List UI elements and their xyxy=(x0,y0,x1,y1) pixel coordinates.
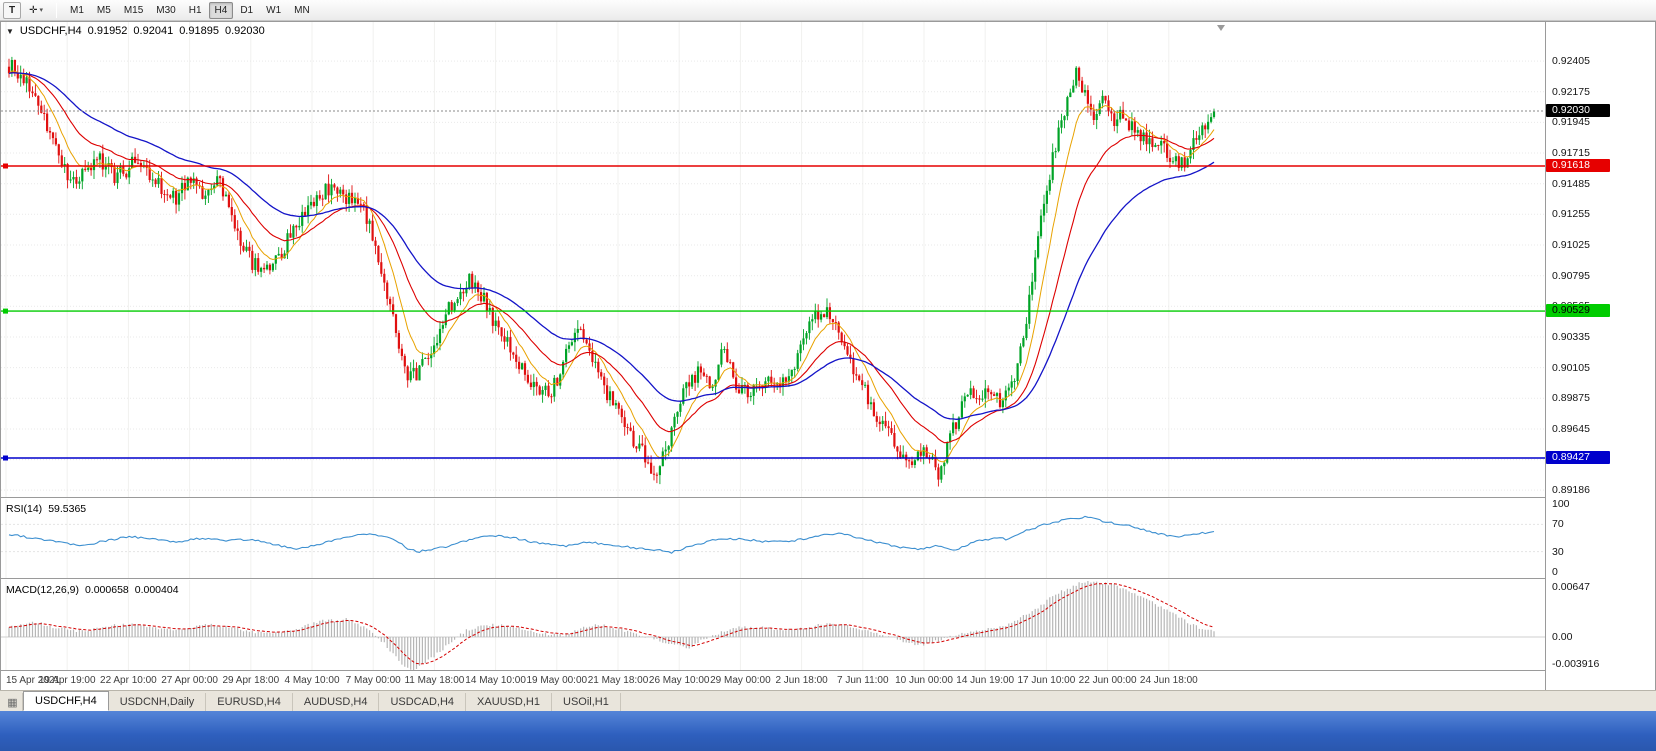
timeframe-button-d1[interactable]: D1 xyxy=(240,4,254,16)
chart-tab-usdcad-h4[interactable]: USDCAD,H4 xyxy=(379,693,467,711)
timeframe-button-m1[interactable]: M1 xyxy=(70,4,84,16)
chart-ohlc-header: ▼ USDCHF,H4 0.91952 0.92041 0.91895 0.92… xyxy=(6,25,265,37)
rsi-label: RSI(14) 59.5365 xyxy=(6,503,86,515)
time-axis[interactable]: 15 Apr 2021 19 Apr 19:00 22 Apr 10:00 27 Ap… xyxy=(1,672,1545,690)
chart-tab-usdchf-h4[interactable]: USDCHF,H4 xyxy=(23,691,109,711)
dropdown-arrow-icon: ▾ xyxy=(39,7,44,14)
time-axis-label: 4 May 10:00 xyxy=(284,675,340,686)
time-axis-label: 15 Apr 2021 xyxy=(6,675,60,686)
price-axis-label: 0.91485 xyxy=(1552,177,1590,190)
chart-tab-audusd-h4[interactable]: AUDUSD,H4 xyxy=(293,693,380,711)
rsi-name: RSI(14) xyxy=(6,503,43,515)
time-axis-label: 10 Jun 00:00 xyxy=(895,675,953,686)
time-axis-label: 14 Jun 19:00 xyxy=(956,675,1015,686)
status-bar xyxy=(0,711,1656,751)
price-axis-label: 0.90795 xyxy=(1552,269,1590,282)
price-axis-label: 0.92175 xyxy=(1552,85,1590,98)
timeframe-button-h4[interactable]: H4 xyxy=(208,1,234,19)
macd-indicator-pane[interactable] xyxy=(1,580,1545,671)
chart-area: ▼ USDCHF,H4 0.91952 0.92041 0.91895 0.92… xyxy=(0,21,1656,691)
crosshair-icon: ✛ xyxy=(29,4,38,16)
timeframe-button-mn[interactable]: MN xyxy=(294,4,310,16)
rsi-value: 59.5365 xyxy=(48,503,87,515)
chart-tab-bar: ▦ USDCHF,H4 USDCNH,Daily EURUSD,H4 AUDUSD,H… xyxy=(0,690,1656,711)
time-axis-label: 29 Apr 18:00 xyxy=(222,675,280,686)
price-axis[interactable]: 0.92405 0.92175 0.91945 0.91715 0.91485 0.912… xyxy=(1545,22,1655,691)
price-axis-label: 0.91715 xyxy=(1552,147,1590,160)
price-axis-label: 0.90105 xyxy=(1552,361,1590,374)
price-axis-label: 0.89875 xyxy=(1552,392,1590,405)
time-axis-label: 22 Apr 10:00 xyxy=(100,675,157,686)
price-axis-label: 0.91255 xyxy=(1552,208,1590,221)
chart-list-icon[interactable]: ▦ xyxy=(3,693,23,711)
timeframe-button-m30[interactable]: M30 xyxy=(156,4,176,16)
time-axis-label: 19 Apr 19:00 xyxy=(38,675,96,686)
time-axis-label: 21 May 18:00 xyxy=(587,675,649,686)
price-axis-label: 0.89186 xyxy=(1552,484,1590,497)
price-axis-label: 0.92405 xyxy=(1552,55,1590,68)
level-price-badge: 0.91618 xyxy=(1546,158,1610,172)
chart-tab-usdcnh-daily[interactable]: USDCNH,Daily xyxy=(109,693,207,711)
time-axis-label: 19 May 00:00 xyxy=(526,675,588,686)
crosshair-tool-button[interactable]: ✛ ▾ xyxy=(23,2,49,19)
time-axis-label: 27 Apr 00:00 xyxy=(161,675,218,686)
toolbar-separator xyxy=(56,2,58,18)
time-axis-label: 7 May 00:00 xyxy=(345,675,401,686)
time-axis-label: 14 May 10:00 xyxy=(465,675,526,686)
timeframe-button-w1[interactable]: W1 xyxy=(266,4,282,16)
close-value: 0.92030 xyxy=(224,25,265,37)
price-axis-label: 0.91945 xyxy=(1552,116,1590,129)
chart-tab-usoil-h1[interactable]: USOil,H1 xyxy=(552,693,621,711)
main-price-chart[interactable] xyxy=(1,22,1545,498)
open-value: 0.91952 xyxy=(87,25,128,37)
timeframe-button-m5[interactable]: M5 xyxy=(96,4,111,16)
low-value: 0.91895 xyxy=(179,25,219,37)
price-axis-label: 0.89645 xyxy=(1552,422,1590,435)
level-price-badge: 0.90529 xyxy=(1546,304,1610,318)
rsi-indicator-pane[interactable] xyxy=(1,499,1545,579)
time-axis-label: 17 Jun 10:00 xyxy=(1017,675,1076,686)
macd-value: 0.000658 xyxy=(84,584,129,596)
time-axis-label: 7 Jun 11:00 xyxy=(837,675,889,686)
chart-tab-xauusd-h1[interactable]: XAUUSD,H1 xyxy=(466,693,552,711)
rsi-scale-label: 70 xyxy=(1552,518,1564,531)
top-toolbar: T ✛ ▾ M1 M5 M15 M30 H1 H4 D1 W1 MN xyxy=(0,0,1656,21)
current-price-badge: 0.92030 xyxy=(1546,104,1610,118)
price-axis-label: 0.91025 xyxy=(1552,239,1590,251)
chart-marker-icon: ▼ xyxy=(6,26,14,36)
timeframe-button-h1[interactable]: H1 xyxy=(188,4,202,16)
time-axis-label: 24 Jun 18:00 xyxy=(1139,675,1198,686)
text-tool-button[interactable]: T xyxy=(3,1,22,19)
chart-tab-eurusd-h4[interactable]: EURUSD,H4 xyxy=(206,693,293,711)
price-axis-label: 0.90335 xyxy=(1552,330,1590,343)
rsi-scale-label: 100 xyxy=(1552,498,1570,510)
time-axis-label: 22 Jun 00:00 xyxy=(1078,675,1137,686)
macd-name: MACD(12,26,9) xyxy=(6,584,79,596)
high-value: 0.92041 xyxy=(133,25,174,37)
timeframe-button-m15[interactable]: M15 xyxy=(123,4,144,16)
level-price-badge: 0.89427 xyxy=(1546,451,1610,464)
macd-signal-value: 0.000404 xyxy=(134,584,179,596)
timeframe-button-group: M1 M5 M15 M30 H1 H4 D1 W1 MN xyxy=(64,1,316,19)
time-axis-label: 26 May 10:00 xyxy=(648,675,710,686)
rsi-scale-label: 0 xyxy=(1552,566,1558,578)
time-axis-label: 2 Jun 18:00 xyxy=(775,675,828,686)
time-axis-label: 11 May 18:00 xyxy=(404,675,465,686)
symbol-label: USDCHF,H4 xyxy=(19,25,82,37)
rsi-scale-label: 30 xyxy=(1552,545,1564,558)
time-axis-label: 29 May 00:00 xyxy=(710,675,771,686)
macd-scale-max-label: 0.00647 xyxy=(1552,581,1590,593)
macd-scale-zero-label: 0.00 xyxy=(1552,631,1573,643)
macd-scale-min-label: -0.003916 xyxy=(1552,658,1600,670)
macd-label: MACD(12,26,9) 0.000658 0.000404 xyxy=(6,584,179,596)
